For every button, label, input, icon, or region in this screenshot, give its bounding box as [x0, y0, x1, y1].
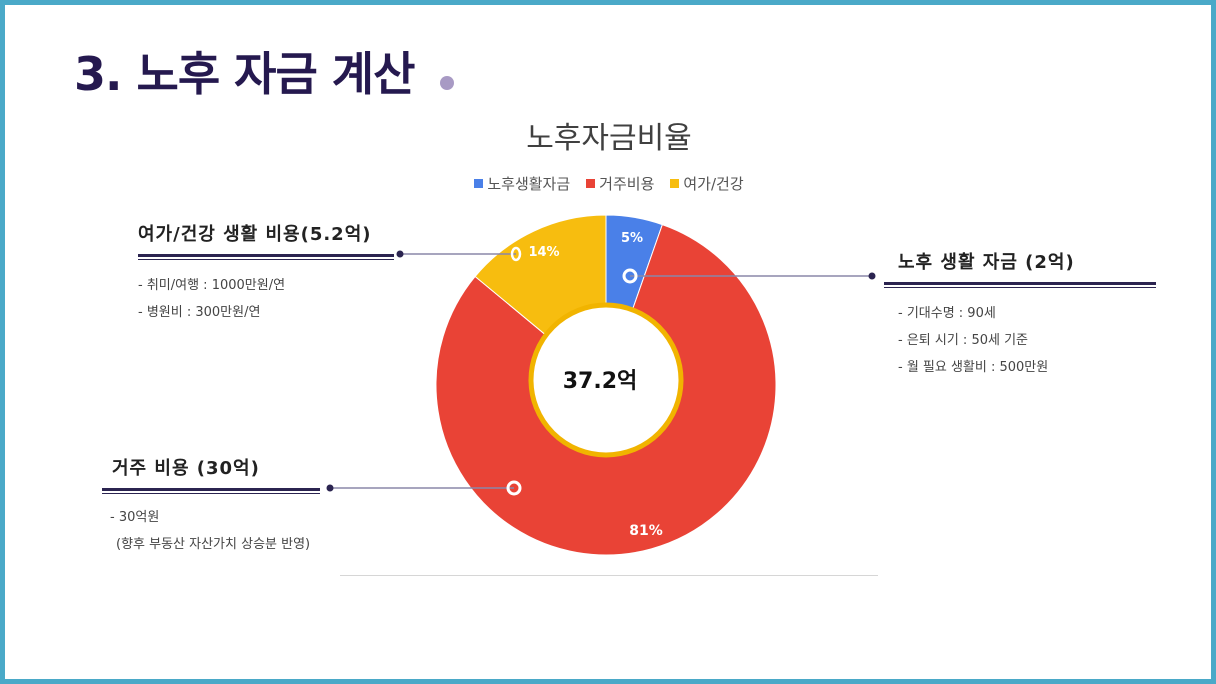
annotation-item: - 병원비 : 300만원/연 — [138, 305, 261, 320]
legend-item-leisure: 여가/건강 — [670, 173, 744, 194]
annotation-living: 노후 생활 자금 (2억) - 기대수명 : 90세 - 은퇴 시기 : 50세… — [884, 248, 1156, 381]
percent-label-leisure: 14% — [528, 245, 559, 260]
annotation-item: - 은퇴 시기 : 50세 기준 — [898, 333, 1028, 348]
percent-label-living: 5% — [621, 231, 643, 246]
center-total-label: 37.2억 — [563, 369, 638, 394]
legend-label: 거주비용 — [599, 175, 655, 193]
annotation-title: 거주 비용 (30억) — [112, 458, 260, 479]
chart-bottom-divider — [340, 575, 878, 576]
annotation-leisure: 여가/건강 생활 비용(5.2억) - 취미/여행 : 1000만원/연 - 병… — [138, 220, 394, 326]
legend-label: 여가/건강 — [683, 175, 744, 193]
annotation-housing: 거주 비용 (30억) - 30억원 (향후 부동산 자산가치 상승분 반영) — [102, 454, 320, 558]
title-underline-thin — [884, 287, 1156, 288]
title-underline — [102, 488, 320, 491]
donut-hole — [528, 302, 684, 458]
annotation-title: 여가/건강 생활 비용(5.2억) — [138, 224, 372, 245]
legend-swatch — [586, 179, 596, 188]
annotation-item: - 월 필요 생활비 : 500만원 — [898, 360, 1049, 375]
title-underline — [138, 254, 394, 257]
title-dot-decoration — [440, 76, 454, 90]
annotation-item: - 취미/여행 : 1000만원/연 — [138, 278, 286, 293]
chart-title: 노후자금비율 — [526, 121, 692, 156]
legend-item-living: 노후생활자금 — [474, 173, 570, 194]
annotation-title: 노후 생활 자금 (2억) — [898, 252, 1075, 273]
percent-label-housing: 81% — [629, 523, 663, 539]
leader-dot-leisure — [396, 250, 404, 258]
annotation-item: - 기대수명 : 90세 — [898, 306, 996, 321]
leader-dot-housing — [326, 484, 334, 492]
leader-dot-living — [868, 272, 876, 280]
slice-marker-living — [622, 268, 638, 284]
title-underline-thin — [102, 493, 320, 494]
chart-legend: 노후생활자금 거주비용 여가/건강 — [340, 173, 878, 194]
legend-swatch — [670, 179, 680, 188]
title-underline-thin — [138, 259, 394, 260]
annotation-item: (향후 부동산 자산가치 상승분 반영) — [116, 537, 311, 552]
title-underline — [884, 282, 1156, 285]
annotation-item: - 30억원 — [110, 510, 160, 525]
legend-swatch — [474, 179, 484, 188]
slice-marker-housing — [506, 480, 522, 496]
slice-marker-leisure — [510, 246, 522, 262]
legend-item-housing: 거주비용 — [586, 173, 654, 194]
legend-label: 노후생활자금 — [487, 175, 571, 193]
page-title: 3. 노후 자금 계산 — [74, 47, 415, 101]
